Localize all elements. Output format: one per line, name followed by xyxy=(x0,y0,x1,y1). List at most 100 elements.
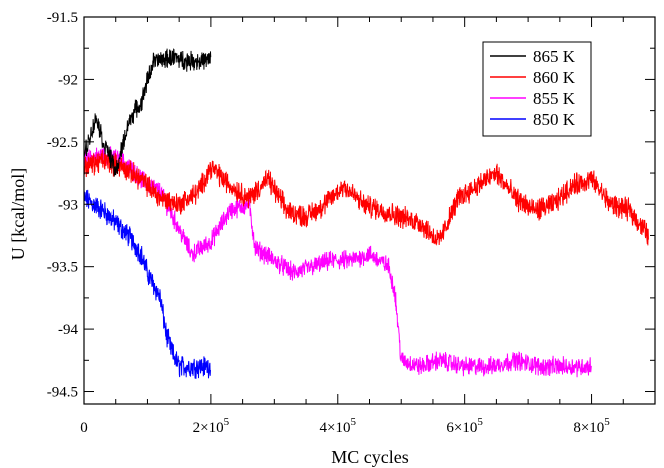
series-1-point xyxy=(477,185,478,186)
series-2-point xyxy=(274,260,275,261)
series-2-point xyxy=(369,254,370,255)
series-1-point xyxy=(382,210,383,211)
series-1-point xyxy=(229,185,230,186)
series-1-point xyxy=(363,204,364,205)
x-tick-label-base: 2×10 xyxy=(193,420,224,436)
series-line-1 xyxy=(84,150,649,246)
legend-label: 855 K xyxy=(533,89,576,108)
series-3-point xyxy=(179,366,180,367)
series-3-point xyxy=(147,272,148,273)
y-tick-label: -94 xyxy=(58,322,78,338)
series-0-point xyxy=(115,172,116,173)
y-axis-title: U [kcal/mol] xyxy=(8,168,28,260)
series-2-point xyxy=(401,360,402,361)
series-2-point xyxy=(350,260,351,261)
series-0-point xyxy=(210,60,211,61)
series-3-point xyxy=(128,235,129,236)
series-1-point xyxy=(496,172,497,173)
series-2-point xyxy=(566,366,567,367)
y-tick-label: -94.5 xyxy=(47,385,78,401)
legend: 865 K 860 K 855 K 850 K xyxy=(482,41,592,137)
series-1-point xyxy=(420,222,421,223)
legend-box xyxy=(482,41,592,137)
series-2-point xyxy=(439,360,440,361)
series-1-point xyxy=(324,204,325,205)
legend-item: 855 K xyxy=(490,89,576,108)
series-0-point xyxy=(102,141,103,142)
series-1-point xyxy=(629,210,630,211)
series-2-point xyxy=(464,366,465,367)
series-3-point xyxy=(153,285,154,286)
series-0-point xyxy=(147,79,148,80)
series-0-point xyxy=(96,116,97,117)
series-0-point xyxy=(185,60,186,61)
y-tick-label: -93.5 xyxy=(47,260,78,276)
legend-label: 865 K xyxy=(533,47,576,66)
x-tick-label-exponent: 5 xyxy=(477,416,483,428)
legend-item: 865 K xyxy=(490,47,576,66)
series-0-point xyxy=(172,56,173,57)
series-line-0 xyxy=(84,48,212,177)
series-1-point xyxy=(591,179,592,180)
x-axis-title: MC cycles xyxy=(331,447,408,467)
series-2-point xyxy=(591,366,592,367)
x-tick-label-exponent: 5 xyxy=(224,416,230,428)
x-tick-label: 2×105 xyxy=(193,416,230,436)
series-2-point xyxy=(229,210,230,211)
series-1-point xyxy=(553,204,554,205)
series-1-point xyxy=(121,166,122,167)
series-0-point xyxy=(128,123,129,124)
series-1-point xyxy=(198,191,199,192)
series-1-point xyxy=(344,185,345,186)
series-1-point xyxy=(286,210,287,211)
x-tick-label-base: 8×10 xyxy=(573,420,604,436)
series-line-3 xyxy=(84,189,212,379)
series-1-point xyxy=(102,160,103,161)
series-0-point xyxy=(198,60,199,61)
series-2-point xyxy=(388,266,389,267)
series-2 xyxy=(84,146,592,378)
series-0-point xyxy=(109,154,110,155)
series-1-point xyxy=(248,197,249,198)
series-1 xyxy=(84,150,649,246)
x-tick-label-base: 4×10 xyxy=(320,420,351,436)
series-0 xyxy=(84,48,212,177)
y-axis: -91.5 -92 -92.5 -93 -93.5 -94 -94.5 xyxy=(47,10,655,401)
series-2-point xyxy=(191,254,192,255)
legend-label: 860 K xyxy=(533,68,576,87)
series-1-point xyxy=(648,235,649,236)
series-3-point xyxy=(160,297,161,298)
series-2-point xyxy=(179,229,180,230)
series-2-point xyxy=(540,366,541,367)
series-1-point xyxy=(401,216,402,217)
x-tick-label: 4×105 xyxy=(320,416,357,436)
x-tick-label-exponent: 5 xyxy=(351,416,357,428)
series-0-point xyxy=(121,147,122,148)
series-1-point xyxy=(267,179,268,180)
series-1-point xyxy=(210,166,211,167)
series-1-point xyxy=(610,204,611,205)
series-1-point xyxy=(515,197,516,198)
series-1-point xyxy=(305,216,306,217)
x-tick-label-exponent: 5 xyxy=(604,416,610,428)
series-2-point xyxy=(210,241,211,242)
series-2-point xyxy=(160,191,161,192)
x-tick-label: 8×105 xyxy=(573,416,610,436)
legend-item: 850 K xyxy=(490,110,576,129)
series-0-point xyxy=(141,104,142,105)
series-layer xyxy=(84,48,649,379)
series-2-point xyxy=(420,366,421,367)
series-0-point xyxy=(160,60,161,61)
series-1-point xyxy=(572,185,573,186)
series-0-point xyxy=(90,135,91,136)
series-1-point xyxy=(534,210,535,211)
series-1-point xyxy=(141,179,142,180)
y-tick-label: -92.5 xyxy=(47,135,78,151)
series-2-point xyxy=(489,366,490,367)
y-tick-label: -93 xyxy=(58,197,78,213)
series-3-point xyxy=(166,335,167,336)
series-3-point xyxy=(115,222,116,223)
legend-item: 860 K xyxy=(490,68,576,87)
x-tick-label: 6×105 xyxy=(446,416,483,436)
